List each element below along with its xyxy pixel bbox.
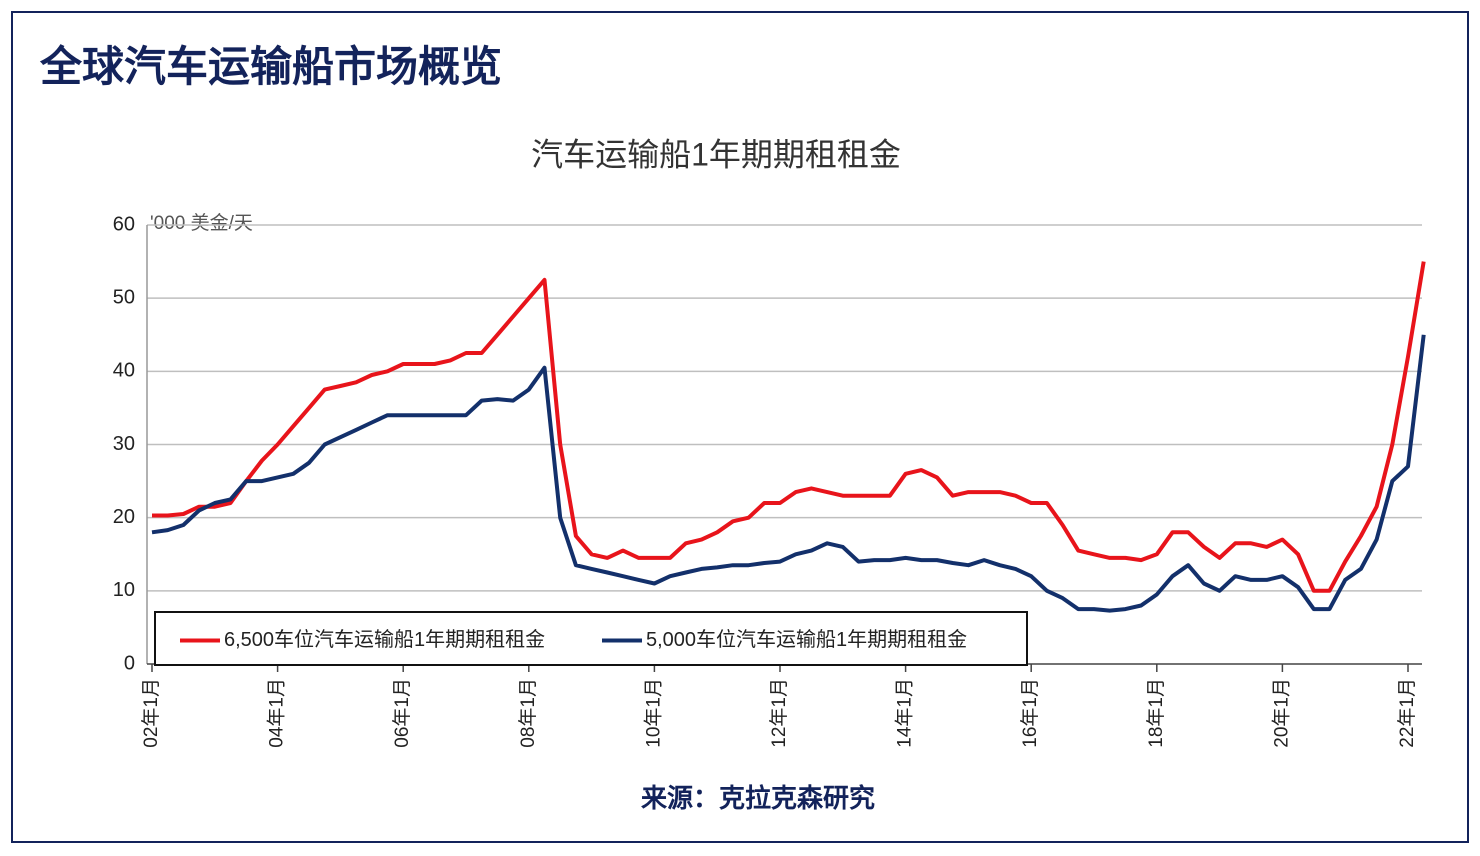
series-line	[151, 334, 1426, 613]
x-tick-label: 06年1月	[391, 678, 413, 748]
legend-label: 5,000车位汽车运输船1年期期租租金	[646, 628, 967, 651]
y-tick-label: 10	[113, 579, 135, 601]
y-tick-label: 40	[113, 360, 135, 382]
y-axis-label: '000 美金/天	[150, 212, 253, 234]
legend-label: 6,500车位汽车运输船1年期期租租金	[224, 628, 545, 651]
y-tick-label: 30	[113, 433, 135, 455]
series-line	[152, 261, 1426, 593]
x-tick-label: 12年1月	[768, 678, 790, 748]
y-tick-label: 20	[113, 506, 135, 528]
x-tick-label: 08年1月	[517, 678, 539, 748]
y-tick-label: 0	[124, 652, 135, 674]
x-tick-label: 20年1月	[1270, 678, 1292, 748]
chart-title: 汽车运输船1年期期租租金	[531, 136, 901, 172]
x-tick-label: 18年1月	[1145, 678, 1167, 748]
x-tick-label: 14年1月	[894, 678, 916, 748]
source: 来源：克拉克森研究	[641, 783, 875, 814]
page-title: 全球汽车运输船市场概览	[39, 42, 502, 91]
x-tick-label: 22年1月	[1396, 678, 1418, 748]
x-tick-label: 04年1月	[266, 678, 288, 748]
frame	[11, 11, 1469, 843]
x-tick-label: 02年1月	[140, 678, 162, 748]
x-tick-label: 16年1月	[1019, 678, 1041, 748]
x-tick-label: 10年1月	[642, 678, 664, 748]
y-tick-label: 50	[113, 286, 135, 308]
y-tick-label: 60	[113, 213, 135, 235]
legend-box	[154, 611, 1028, 666]
